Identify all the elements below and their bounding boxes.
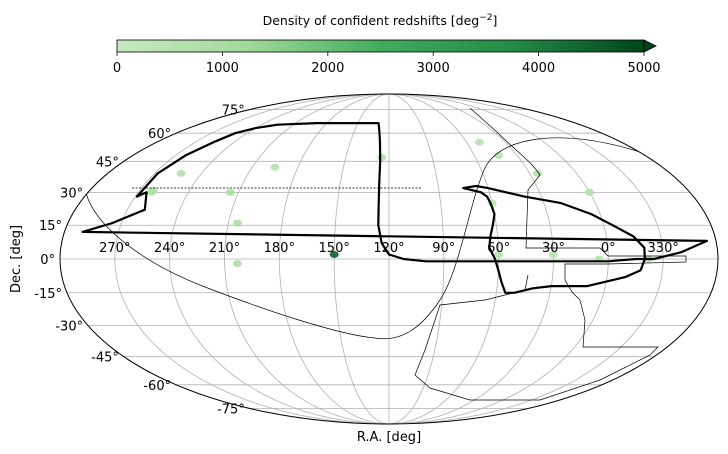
dec-tick-label: -75° xyxy=(217,403,245,418)
colorbar-tick-label: 3000 xyxy=(417,61,450,76)
ra-tick-label: 120° xyxy=(373,241,404,256)
density-patch xyxy=(232,219,242,227)
thin-outlines xyxy=(85,107,687,401)
density-patch xyxy=(270,163,280,171)
ra-tick-label: 270° xyxy=(99,241,130,256)
ra-tick-label: 150° xyxy=(319,241,350,256)
colorbar-label: Density of confident redshifts [deg−2] xyxy=(263,13,498,28)
density-patch xyxy=(329,251,339,258)
dec-tick-label: -45° xyxy=(91,351,119,366)
dec-tick-label: 60° xyxy=(148,127,171,142)
dec-tick-label: 75° xyxy=(222,104,245,119)
dec-tick-label: 30° xyxy=(60,186,83,201)
ra-tick-labels: 270° 240° 210° 180° 150° 120° 90° 60° 30° 0° 330° xyxy=(99,241,679,256)
dec-tick-label: 45° xyxy=(96,155,119,170)
footprint-ngc xyxy=(81,122,708,263)
colorbar-tick-label: 0 xyxy=(113,61,121,76)
footprint-thin-east xyxy=(414,107,687,401)
colorbar-ticks: 0 1000 2000 3000 4000 5000 xyxy=(113,52,661,76)
dec-tick-label: -15° xyxy=(34,287,62,302)
density-patch xyxy=(548,251,558,258)
density-patch xyxy=(232,260,242,267)
colorbar-extend-arrow xyxy=(643,39,657,53)
y-axis-label: Dec. [deg] xyxy=(9,225,24,293)
dec-tick-labels: 75° 60° 45° 30° 15° 0° -15° -30° -45° -60° -75° xyxy=(34,104,245,418)
density-patch xyxy=(225,188,235,196)
dec-tick-label: 15° xyxy=(39,219,62,234)
dec-tick-label: -30° xyxy=(55,320,83,335)
density-patch xyxy=(585,188,595,196)
density-patch xyxy=(176,169,186,177)
footprint-sgc xyxy=(462,184,646,294)
ra-tick-label: 240° xyxy=(154,241,185,256)
colorbar-tick-label: 5000 xyxy=(627,61,660,76)
colorbar: Density of confident redshifts [deg−2] 0… xyxy=(113,13,661,76)
sky-map xyxy=(59,93,719,425)
galactic-plane-curve xyxy=(85,137,641,340)
dec-tick-label: 0° xyxy=(40,253,55,268)
density-patch xyxy=(474,138,484,146)
ra-tick-label: 180° xyxy=(264,241,295,256)
density-patch xyxy=(377,153,387,161)
density-patch xyxy=(494,251,504,258)
colorbar-gradient xyxy=(116,39,645,53)
ra-tick-label: 90° xyxy=(432,241,455,256)
ra-tick-label: 210° xyxy=(209,241,240,256)
density-patch xyxy=(494,151,504,159)
ra-tick-label: 330° xyxy=(648,241,679,256)
ra-tick-label: 30° xyxy=(542,241,565,256)
survey-footprint xyxy=(81,122,708,294)
dec-tick-label: -60° xyxy=(143,379,171,394)
colorbar-tick-label: 2000 xyxy=(311,61,344,76)
colorbar-tick-label: 1000 xyxy=(206,61,239,76)
density-patch xyxy=(533,169,542,177)
ra-tick-label: 60° xyxy=(487,241,510,256)
ra-tick-label: 0° xyxy=(601,241,616,256)
density-patch xyxy=(148,186,158,194)
colorbar-tick-label: 4000 xyxy=(522,61,555,76)
map-outline xyxy=(59,93,719,425)
grid xyxy=(60,94,718,424)
x-axis-label: R.A. [deg] xyxy=(357,430,421,445)
